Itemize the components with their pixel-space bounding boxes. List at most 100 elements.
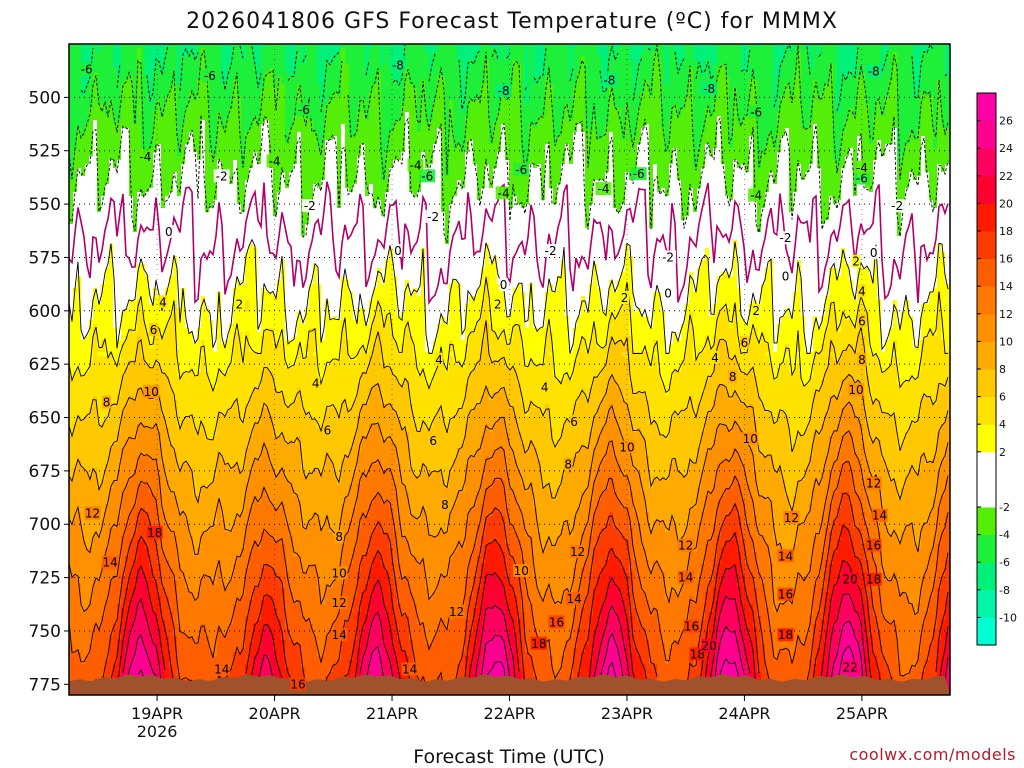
temperature-cell (653, 164, 658, 293)
temperature-cell (325, 364, 330, 409)
temperature-cell (261, 124, 266, 289)
temperature-cell (225, 176, 230, 341)
temperature-cell (837, 112, 842, 165)
temperature-cell (825, 296, 830, 329)
temperature-cell (397, 120, 402, 161)
temperature-cell (865, 640, 870, 681)
temperature-cell (893, 300, 898, 341)
temperature-cell (637, 472, 642, 525)
temperature-cell (785, 360, 790, 417)
temperature-cell (529, 400, 534, 441)
temperature-cell (873, 356, 878, 401)
contour-label: 6 (858, 314, 866, 328)
temperature-cell (93, 324, 98, 397)
temperature-cell (497, 636, 502, 661)
temperature-cell (833, 624, 838, 661)
temperature-cell (597, 56, 602, 141)
temperature-cell (113, 480, 118, 529)
temperature-cell (461, 492, 466, 549)
temperature-cell (485, 388, 490, 425)
temperature-cell (709, 412, 714, 449)
temperature-cell (705, 144, 710, 249)
temperature-cell (805, 384, 810, 429)
temperature-cell (281, 468, 286, 505)
temperature-cell (601, 368, 606, 401)
temperature-cell (349, 44, 354, 137)
temperature-cell (893, 416, 898, 481)
contour-label: -4 (269, 154, 281, 168)
temperature-cell (945, 516, 950, 561)
temperature-cell (369, 504, 374, 537)
temperature-cell (361, 404, 366, 437)
temperature-cell (869, 276, 874, 353)
temperature-cell (833, 584, 838, 625)
temperature-cell (613, 292, 618, 321)
temperature-cell (401, 536, 406, 581)
temperature-cell (937, 44, 942, 81)
temperature-cell (817, 44, 822, 57)
temperature-cell (421, 368, 426, 421)
temperature-cell (861, 44, 866, 73)
temperature-cell (545, 292, 550, 329)
temperature-cell (701, 168, 706, 261)
temperature-cell (453, 280, 458, 365)
temperature-cell (269, 328, 274, 373)
temperature-cell (245, 448, 250, 485)
temperature-cell (317, 656, 322, 695)
contour-label-bg (710, 350, 720, 364)
temperature-cell (657, 432, 662, 481)
temperature-cell (677, 180, 682, 341)
temperature-cell (881, 352, 886, 373)
temperature-cell (81, 536, 86, 613)
temperature-cell (861, 396, 866, 445)
temperature-cell (501, 356, 506, 389)
temperature-cell (181, 164, 186, 289)
temperature-cell (885, 340, 890, 369)
temperature-cell (85, 608, 90, 657)
contour-label: 18 (147, 526, 162, 540)
temperature-cell (917, 604, 922, 653)
temperature-cell (237, 652, 242, 695)
temperature-cell (333, 136, 338, 317)
temperature-cell (73, 288, 78, 373)
temperature-cell (729, 460, 734, 489)
temperature-cell (721, 576, 726, 605)
temperature-cell (697, 64, 702, 149)
temperature-cell (85, 336, 90, 373)
temperature-cell (325, 452, 330, 517)
temperature-cell (613, 492, 618, 529)
temperature-cell (257, 44, 262, 89)
temperature-cell (321, 528, 326, 605)
temperature-cell (533, 128, 538, 169)
temperature-cell (313, 352, 318, 357)
temperature-cell (73, 468, 78, 517)
temperature-cell (453, 416, 458, 461)
temperature-cell (889, 580, 894, 625)
temperature-cell (401, 44, 406, 69)
temperature-cell (405, 576, 410, 617)
temperature-cell (125, 80, 130, 129)
temperature-cell (225, 120, 230, 177)
temperature-cell (593, 328, 598, 377)
temperature-cell (429, 164, 434, 353)
temperature-cell (805, 428, 810, 469)
temperature-cell (869, 592, 874, 637)
temperature-cell (385, 404, 390, 441)
temperature-cell (605, 388, 610, 421)
temperature-cell (653, 44, 658, 53)
temperature-cell (133, 360, 138, 401)
temperature-cell (173, 172, 178, 257)
temperature-cell (273, 436, 278, 477)
temperature-cell (917, 652, 922, 695)
temperature-cell (525, 204, 530, 329)
contour-label-bg (513, 162, 530, 176)
contour-label: 18 (778, 628, 793, 642)
temperature-cell (541, 200, 546, 329)
colorbar-tick-label: -2 (999, 501, 1010, 514)
temperature-cell (729, 276, 734, 329)
terrain-surface (69, 674, 950, 695)
temperature-cell (401, 104, 406, 153)
temperature-cell (545, 640, 550, 695)
temperature-cell (313, 468, 318, 513)
contour-label-bg (601, 73, 618, 87)
